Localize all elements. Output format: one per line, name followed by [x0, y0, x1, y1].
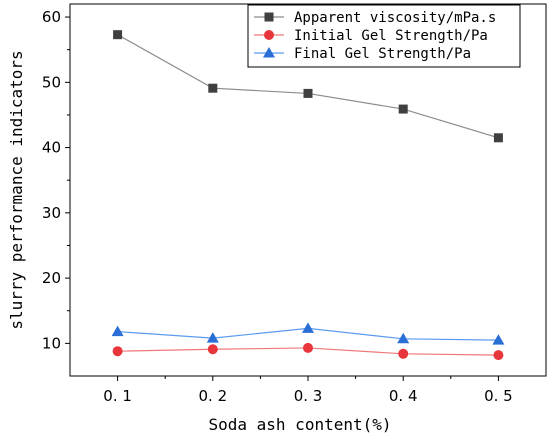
legend-marker [264, 12, 274, 22]
data-point [113, 30, 123, 40]
data-point [493, 133, 503, 143]
data-point [303, 342, 313, 353]
y-tick-label: 20 [42, 269, 61, 287]
legend-marker [263, 47, 275, 58]
legend-label: Initial Gel Strength/Pa [294, 28, 488, 44]
x-tick-label: 0. 3 [294, 387, 323, 405]
y-axis: 10 20 30 40 50 60 [42, 8, 70, 352]
data-point [492, 334, 505, 345]
x-tick-label: 0. 2 [198, 387, 227, 405]
y-tick-label: 40 [42, 139, 61, 157]
data-point [493, 350, 504, 361]
x-axis-title: Soda ash content(%) [208, 415, 391, 434]
series-3 [111, 322, 505, 345]
series-1 [113, 30, 503, 143]
data-point [302, 322, 314, 333]
legend-marker [264, 30, 274, 40]
legend: Apparent viscosity/mPa.s Initial Gel Stre… [247, 4, 521, 68]
x-tick-label: 0. 5 [484, 387, 513, 405]
data-point [208, 83, 218, 93]
x-tick-label: 0. 1 [103, 387, 132, 405]
y-tick-label: 50 [42, 73, 61, 91]
legend-box [247, 4, 521, 68]
data-point [206, 332, 219, 343]
legend-label: Final Gel Strength/Pa [294, 46, 471, 62]
legend-label: Apparent viscosity/mPa.s [294, 10, 496, 26]
x-axis: 0. 1 0. 2 0. 3 0. 4 0. 5 [103, 376, 513, 405]
data-point [303, 88, 313, 98]
data-point [207, 344, 218, 355]
data-point [397, 332, 410, 344]
x-tick-label: 0. 4 [389, 387, 418, 405]
data-point [398, 348, 409, 359]
y-tick-label: 30 [42, 204, 61, 222]
y-axis-title: slurry performance indicators [7, 50, 26, 329]
y-tick-label: 10 [42, 334, 61, 352]
y-tick-label: 60 [42, 8, 61, 26]
series-2 [112, 342, 504, 361]
data-point [112, 346, 123, 357]
data-point [111, 325, 124, 337]
series-layer [111, 30, 505, 361]
data-point [398, 104, 408, 114]
